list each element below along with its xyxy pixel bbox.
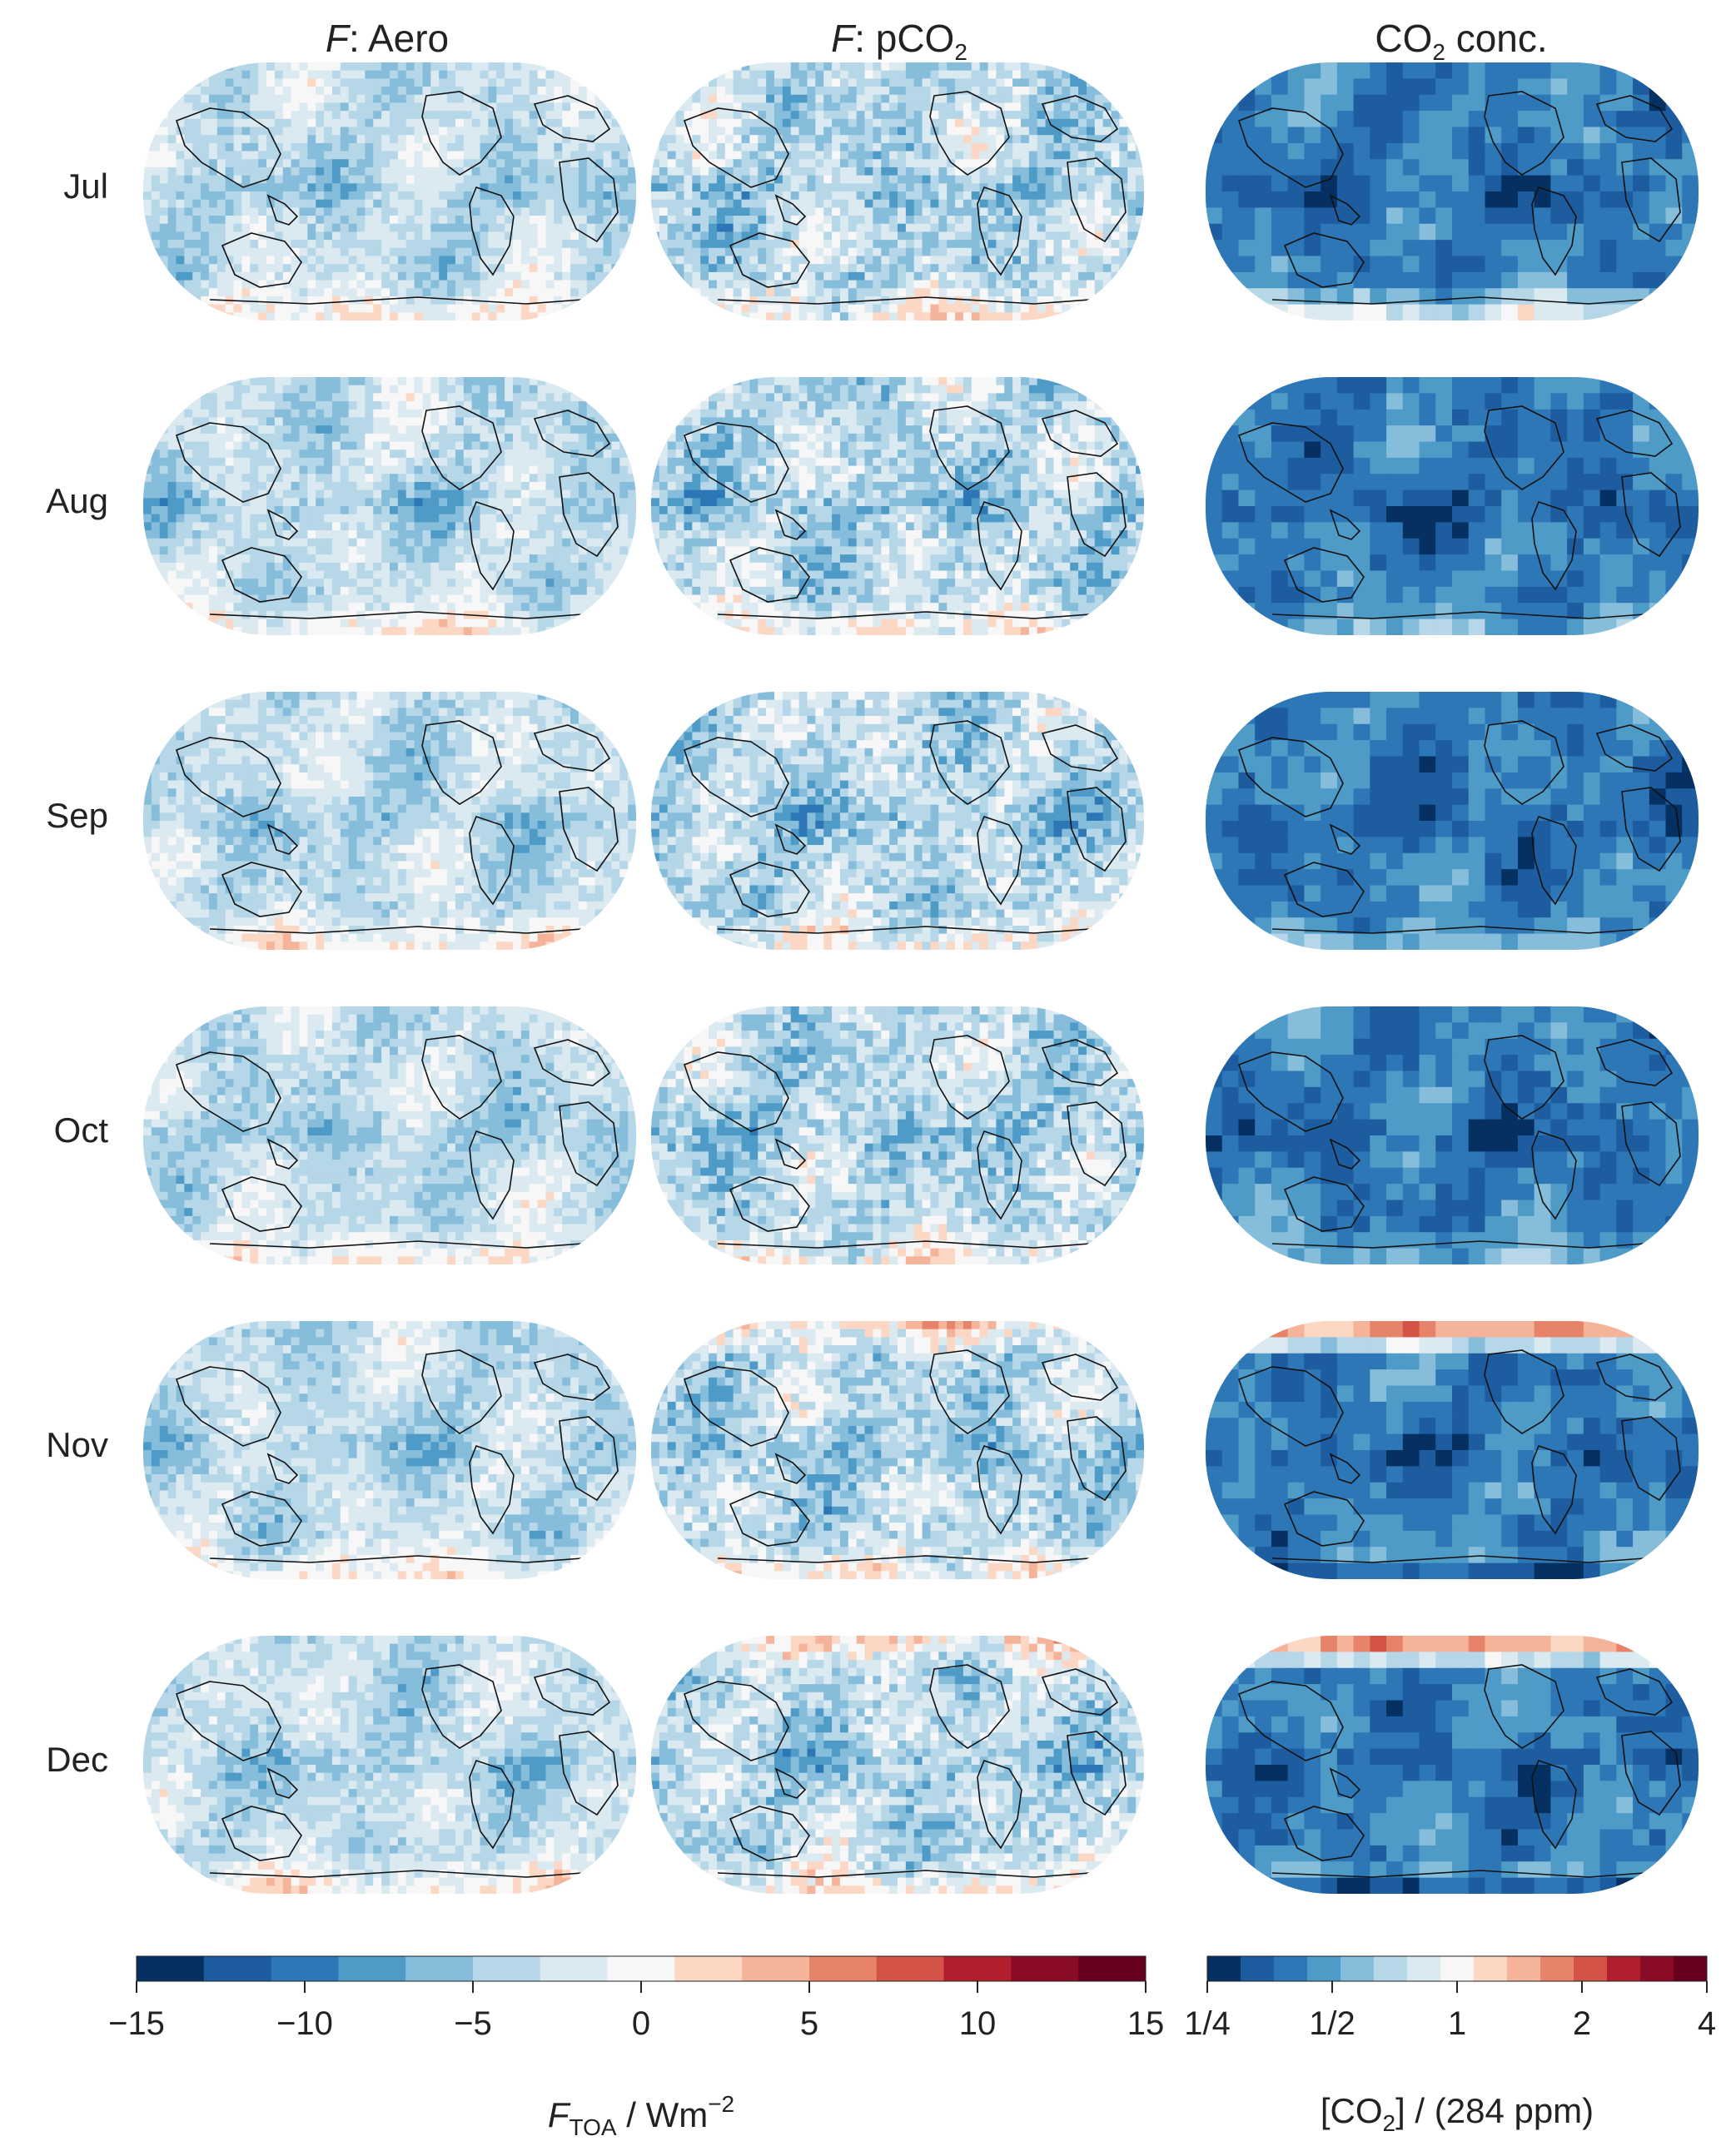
- colorbar-co2-swatch: [1440, 1956, 1475, 1981]
- coastlines: [683, 405, 1127, 619]
- field-cells: [143, 1636, 636, 1894]
- row-label-dec: Dec: [17, 1740, 108, 1780]
- map-panel-aero-jul: [143, 62, 636, 320]
- colorbar-co2-swatch: [1507, 1956, 1541, 1981]
- colorbar-co2-swatch: [1374, 1956, 1408, 1981]
- colorbar-co2-swatch: [1640, 1956, 1674, 1981]
- row-label-nov: Nov: [17, 1425, 108, 1465]
- coastlines: [175, 91, 619, 305]
- colorbar-forcing-swatch: [1078, 1956, 1147, 1981]
- map-panel-conc-oct: [1206, 1006, 1699, 1264]
- colorbar-co2-swatch: [1540, 1956, 1574, 1981]
- coastlines: [1237, 91, 1681, 305]
- coastlines: [1237, 1664, 1681, 1878]
- coastlines: [683, 1035, 1127, 1249]
- row-label-sep: Sep: [17, 796, 108, 836]
- colorbar-forcing-swatch: [405, 1956, 474, 1981]
- colorbar-forcing-swatch: [338, 1956, 406, 1981]
- colorbar-co2-swatch: [1574, 1956, 1608, 1981]
- coastlines: [1237, 720, 1681, 934]
- colorbar-forcing-swatch: [1011, 1956, 1079, 1981]
- row-label-jul: Jul: [17, 166, 108, 206]
- colorbar-forcing-label: FTOA / Wm−2: [391, 2091, 891, 2141]
- colorbar-forcing-swatch: [809, 1956, 878, 1981]
- field-cells: [1206, 62, 1699, 320]
- field-cells: [143, 62, 636, 320]
- row-label-oct: Oct: [17, 1110, 108, 1150]
- column-title-co2-conc: CO2 conc.: [1211, 15, 1711, 76]
- colorbar-co2-swatch: [1407, 1956, 1441, 1981]
- colorbar-forcing-tick-label: −10: [276, 2005, 333, 2042]
- map-panel-aero-aug: [143, 377, 636, 635]
- colorbar-forcing-tick-label: 0: [632, 2005, 650, 2042]
- colorbar-forcing-swatch: [943, 1956, 1012, 1981]
- colorbar-forcing-swatch: [540, 1956, 609, 1981]
- map-panel-conc-aug: [1206, 377, 1699, 635]
- map-panel-conc-nov: [1206, 1321, 1699, 1579]
- colorbar-co2-tick-label: 1/4: [1184, 2005, 1231, 2042]
- colorbar-forcing: −15 −10 −5 0 5 10 15: [108, 1955, 1164, 2064]
- colorbar-co2-tick-label: 1: [1448, 2005, 1466, 2042]
- coastlines: [175, 405, 619, 619]
- map-panel-pco2-nov: [651, 1321, 1144, 1579]
- colorbar-co2-swatch: [1474, 1956, 1508, 1981]
- colorbar-forcing-tick-label: −15: [108, 2005, 165, 2042]
- colorbar-forcing-tick-label: −5: [454, 2005, 492, 2042]
- coastlines: [683, 91, 1127, 305]
- colorbar-forcing-swatch: [876, 1956, 945, 1981]
- colorbar-forcing-swatch: [674, 1956, 743, 1981]
- map-panel-pco2-aug: [651, 377, 1144, 635]
- colorbar-forcing-tick-label: 15: [1127, 2005, 1165, 2042]
- coastlines: [175, 720, 619, 934]
- coastlines: [1237, 1349, 1681, 1563]
- coastlines: [683, 1664, 1127, 1878]
- colorbar-co2-swatch: [1340, 1956, 1375, 1981]
- colorbar-forcing-swatch: [271, 1956, 339, 1981]
- map-panel-pco2-jul: [651, 62, 1144, 320]
- coastlines: [1237, 1035, 1681, 1249]
- colorbar-co2-swatch: [1241, 1956, 1275, 1981]
- map-panel-conc-jul: [1206, 62, 1699, 320]
- coastlines: [683, 720, 1127, 934]
- field-cells: [1206, 1636, 1699, 1894]
- map-panel-aero-nov: [143, 1321, 636, 1579]
- map-panel-aero-oct: [143, 1006, 636, 1264]
- colorbar-forcing-swatch: [742, 1956, 810, 1981]
- colorbar-co2-swatch: [1307, 1956, 1341, 1981]
- map-panel-conc-dec: [1206, 1636, 1699, 1894]
- colorbar-forcing-swatch: [137, 1956, 205, 1981]
- colorbar-co2-tick-label: 4: [1698, 2005, 1716, 2042]
- colorbar-co2-tick-label: 1/2: [1309, 2005, 1355, 2042]
- map-panel-aero-dec: [143, 1636, 636, 1894]
- column-title-pco2: F: pCO2: [649, 15, 1149, 76]
- coastlines: [175, 1664, 619, 1878]
- colorbar-co2-swatch: [1274, 1956, 1308, 1981]
- colorbar-co2-swatch: [1674, 1956, 1708, 1981]
- map-panel-pco2-sep: [651, 692, 1144, 950]
- colorbar-co2-label: [CO2] / (284 ppm): [1207, 2091, 1707, 2137]
- coastlines: [175, 1035, 619, 1249]
- row-label-aug: Aug: [17, 481, 108, 521]
- colorbar-co2-tick-label: 2: [1573, 2005, 1591, 2042]
- map-panel-pco2-dec: [651, 1636, 1144, 1894]
- colorbar-co2-swatch: [1607, 1956, 1641, 1981]
- colorbar-forcing-swatch: [473, 1956, 541, 1981]
- field-cells: [651, 377, 1144, 635]
- colorbar-forcing-swatch: [607, 1956, 675, 1981]
- map-panel-aero-sep: [143, 692, 636, 950]
- field-cells: [143, 1006, 636, 1264]
- colorbar-forcing-swatch: [203, 1956, 272, 1981]
- coastlines: [1237, 405, 1681, 619]
- column-title-aero: F: Aero: [137, 15, 637, 62]
- colorbar-co2: 1/4 1/2 1 2 4: [1184, 1955, 1716, 2064]
- coastlines: [175, 1349, 619, 1563]
- colorbar-forcing-tick-label: 5: [800, 2005, 818, 2042]
- map-panel-pco2-oct: [651, 1006, 1144, 1264]
- colorbar-co2-swatch: [1207, 1956, 1241, 1981]
- coastlines: [683, 1349, 1127, 1563]
- map-panel-conc-sep: [1206, 692, 1699, 950]
- colorbar-forcing-tick-label: 10: [959, 2005, 997, 2042]
